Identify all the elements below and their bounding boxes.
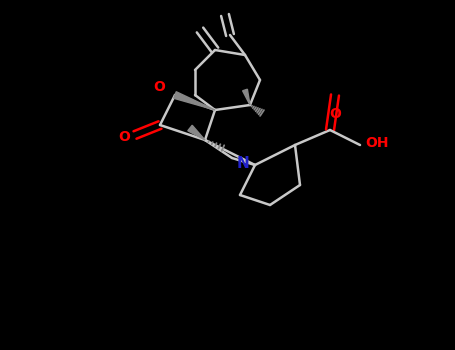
Text: N: N [237,155,249,170]
Text: O: O [118,130,130,144]
Text: OH: OH [365,136,389,150]
Polygon shape [243,89,250,105]
Text: O: O [153,80,165,94]
Text: O: O [329,107,341,121]
Polygon shape [188,125,205,140]
Polygon shape [174,92,215,110]
